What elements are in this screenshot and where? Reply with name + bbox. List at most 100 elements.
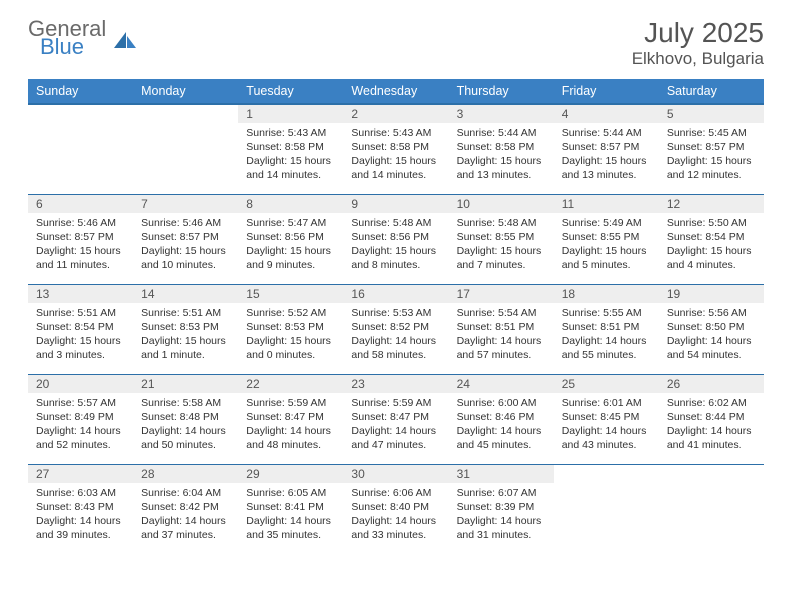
day-content-row: Sunrise: 5:43 AMSunset: 8:58 PMDaylight:… [28, 123, 764, 195]
day-content-cell: Sunrise: 5:51 AMSunset: 8:53 PMDaylight:… [133, 303, 238, 375]
day-content-cell: Sunrise: 6:04 AMSunset: 8:42 PMDaylight:… [133, 483, 238, 554]
daylight-text: Daylight: 14 hours and 48 minutes. [246, 424, 335, 452]
day-content-cell: Sunrise: 6:05 AMSunset: 8:41 PMDaylight:… [238, 483, 343, 554]
day-number-cell [554, 464, 659, 483]
sunset-text: Sunset: 8:46 PM [457, 410, 546, 424]
day-content-cell: Sunrise: 5:44 AMSunset: 8:58 PMDaylight:… [449, 123, 554, 195]
day-content-cell: Sunrise: 5:46 AMSunset: 8:57 PMDaylight:… [28, 213, 133, 285]
sunset-text: Sunset: 8:44 PM [667, 410, 756, 424]
sunrise-text: Sunrise: 5:57 AM [36, 396, 125, 410]
daylight-text: Daylight: 14 hours and 39 minutes. [36, 514, 125, 542]
day-number-row: 20212223242526 [28, 374, 764, 393]
sunset-text: Sunset: 8:42 PM [141, 500, 230, 514]
day-number-cell: 7 [133, 194, 238, 213]
sunset-text: Sunset: 8:47 PM [246, 410, 335, 424]
day-number-cell: 25 [554, 374, 659, 393]
day-content-cell: Sunrise: 6:01 AMSunset: 8:45 PMDaylight:… [554, 393, 659, 465]
sunset-text: Sunset: 8:57 PM [667, 140, 756, 154]
sunrise-text: Sunrise: 5:50 AM [667, 216, 756, 230]
day-number-cell: 22 [238, 374, 343, 393]
daylight-text: Daylight: 15 hours and 13 minutes. [562, 154, 651, 182]
day-number-cell: 16 [343, 284, 448, 303]
daylight-text: Daylight: 15 hours and 8 minutes. [351, 244, 440, 272]
day-content-cell: Sunrise: 5:43 AMSunset: 8:58 PMDaylight:… [238, 123, 343, 195]
day-number-row: 6789101112 [28, 194, 764, 213]
day-number-cell: 3 [449, 104, 554, 123]
daylight-text: Daylight: 15 hours and 11 minutes. [36, 244, 125, 272]
day-number-row: 2728293031 [28, 464, 764, 483]
daylight-text: Daylight: 15 hours and 14 minutes. [351, 154, 440, 182]
header: General Blue July 2025 Elkhovo, Bulgaria [28, 18, 764, 69]
daylight-text: Daylight: 14 hours and 45 minutes. [457, 424, 546, 452]
day-number-cell: 2 [343, 104, 448, 123]
sunrise-text: Sunrise: 6:00 AM [457, 396, 546, 410]
sunrise-text: Sunrise: 5:54 AM [457, 306, 546, 320]
sunrise-text: Sunrise: 6:01 AM [562, 396, 651, 410]
day-content-cell: Sunrise: 6:07 AMSunset: 8:39 PMDaylight:… [449, 483, 554, 554]
sunset-text: Sunset: 8:51 PM [457, 320, 546, 334]
sunset-text: Sunset: 8:39 PM [457, 500, 546, 514]
sunrise-text: Sunrise: 5:48 AM [351, 216, 440, 230]
title-location: Elkhovo, Bulgaria [632, 49, 764, 69]
day-content-cell: Sunrise: 5:45 AMSunset: 8:57 PMDaylight:… [659, 123, 764, 195]
sunset-text: Sunset: 8:47 PM [351, 410, 440, 424]
day-number-cell: 14 [133, 284, 238, 303]
daylight-text: Daylight: 15 hours and 0 minutes. [246, 334, 335, 362]
daylight-text: Daylight: 15 hours and 13 minutes. [457, 154, 546, 182]
sunrise-text: Sunrise: 6:05 AM [246, 486, 335, 500]
weekday-header: Friday [554, 79, 659, 104]
sunrise-text: Sunrise: 5:58 AM [141, 396, 230, 410]
sunset-text: Sunset: 8:54 PM [667, 230, 756, 244]
sunrise-text: Sunrise: 5:51 AM [141, 306, 230, 320]
daylight-text: Daylight: 15 hours and 12 minutes. [667, 154, 756, 182]
sunrise-text: Sunrise: 5:59 AM [246, 396, 335, 410]
day-number-cell: 27 [28, 464, 133, 483]
daylight-text: Daylight: 14 hours and 43 minutes. [562, 424, 651, 452]
title-month: July 2025 [632, 18, 764, 49]
day-number-cell: 21 [133, 374, 238, 393]
daylight-text: Daylight: 14 hours and 52 minutes. [36, 424, 125, 452]
day-content-cell: Sunrise: 5:57 AMSunset: 8:49 PMDaylight:… [28, 393, 133, 465]
sunset-text: Sunset: 8:55 PM [562, 230, 651, 244]
day-number-cell: 20 [28, 374, 133, 393]
day-content-cell: Sunrise: 5:54 AMSunset: 8:51 PMDaylight:… [449, 303, 554, 375]
sunset-text: Sunset: 8:41 PM [246, 500, 335, 514]
day-content-cell: Sunrise: 5:46 AMSunset: 8:57 PMDaylight:… [133, 213, 238, 285]
sunrise-text: Sunrise: 5:53 AM [351, 306, 440, 320]
day-content-row: Sunrise: 5:51 AM Sunset: 8:54 PM Daylight:… [28, 303, 764, 375]
sunset-text: Sunset: 8:43 PM [36, 500, 125, 514]
sunrise-text: Sunrise: 5:49 AM [562, 216, 651, 230]
sunset-text: Sunset: 8:49 PM [36, 410, 125, 424]
sunrise-text: Sunrise: 5:52 AM [246, 306, 335, 320]
daylight-text: Daylight: 14 hours and 50 minutes. [141, 424, 230, 452]
day-number-cell: 29 [238, 464, 343, 483]
sunrise-text: Sunrise: 5:59 AM [351, 396, 440, 410]
sunrise-text: Sunrise: 5:56 AM [667, 306, 756, 320]
sunset-text: Sunset: 8:54 PM [36, 320, 125, 334]
day-number-cell [133, 104, 238, 123]
weekday-header: Monday [133, 79, 238, 104]
logo-text: General Blue [28, 18, 106, 58]
sunset-text: Sunset: 8:56 PM [246, 230, 335, 244]
day-content-cell: Sunrise: 5:43 AMSunset: 8:58 PMDaylight:… [343, 123, 448, 195]
sunset-text: Sunset: 8:53 PM [246, 320, 335, 334]
sunrise-text: Sunrise: 5:46 AM [141, 216, 230, 230]
day-number-cell: 1 [238, 104, 343, 123]
sunset-text: Sunset: 8:58 PM [457, 140, 546, 154]
sunset-text: Sunset: 8:55 PM [457, 230, 546, 244]
sunset-text: Sunset: 8:50 PM [667, 320, 756, 334]
daylight-text: Daylight: 14 hours and 57 minutes. [457, 334, 546, 362]
day-number-row: 12345 [28, 104, 764, 123]
weekday-header: Saturday [659, 79, 764, 104]
sunrise-text: Sunrise: 5:43 AM [246, 126, 335, 140]
weekday-header: Wednesday [343, 79, 448, 104]
day-number-cell: 15 [238, 284, 343, 303]
daylight-text: Daylight: 15 hours and 4 minutes. [667, 244, 756, 272]
logo: General Blue [28, 18, 138, 58]
day-number-cell: 28 [133, 464, 238, 483]
sunrise-text: Sunrise: 5:44 AM [562, 126, 651, 140]
sunset-text: Sunset: 8:56 PM [351, 230, 440, 244]
logo-sail-icon [112, 30, 138, 52]
day-number-cell: 4 [554, 104, 659, 123]
day-content-cell [659, 483, 764, 554]
